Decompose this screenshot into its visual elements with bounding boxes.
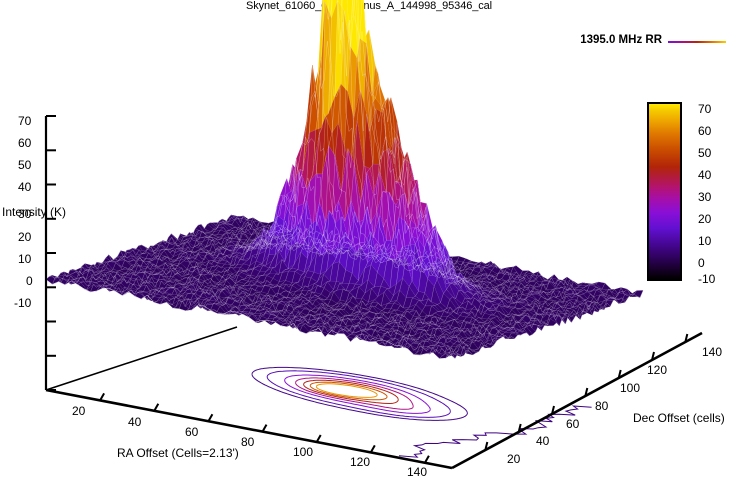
ra-axis-line [46, 390, 452, 468]
base-contour-map [252, 367, 592, 457]
dec-axis-line [452, 333, 702, 468]
base-left-edge [46, 327, 237, 390]
surface-mesh [46, 0, 643, 359]
